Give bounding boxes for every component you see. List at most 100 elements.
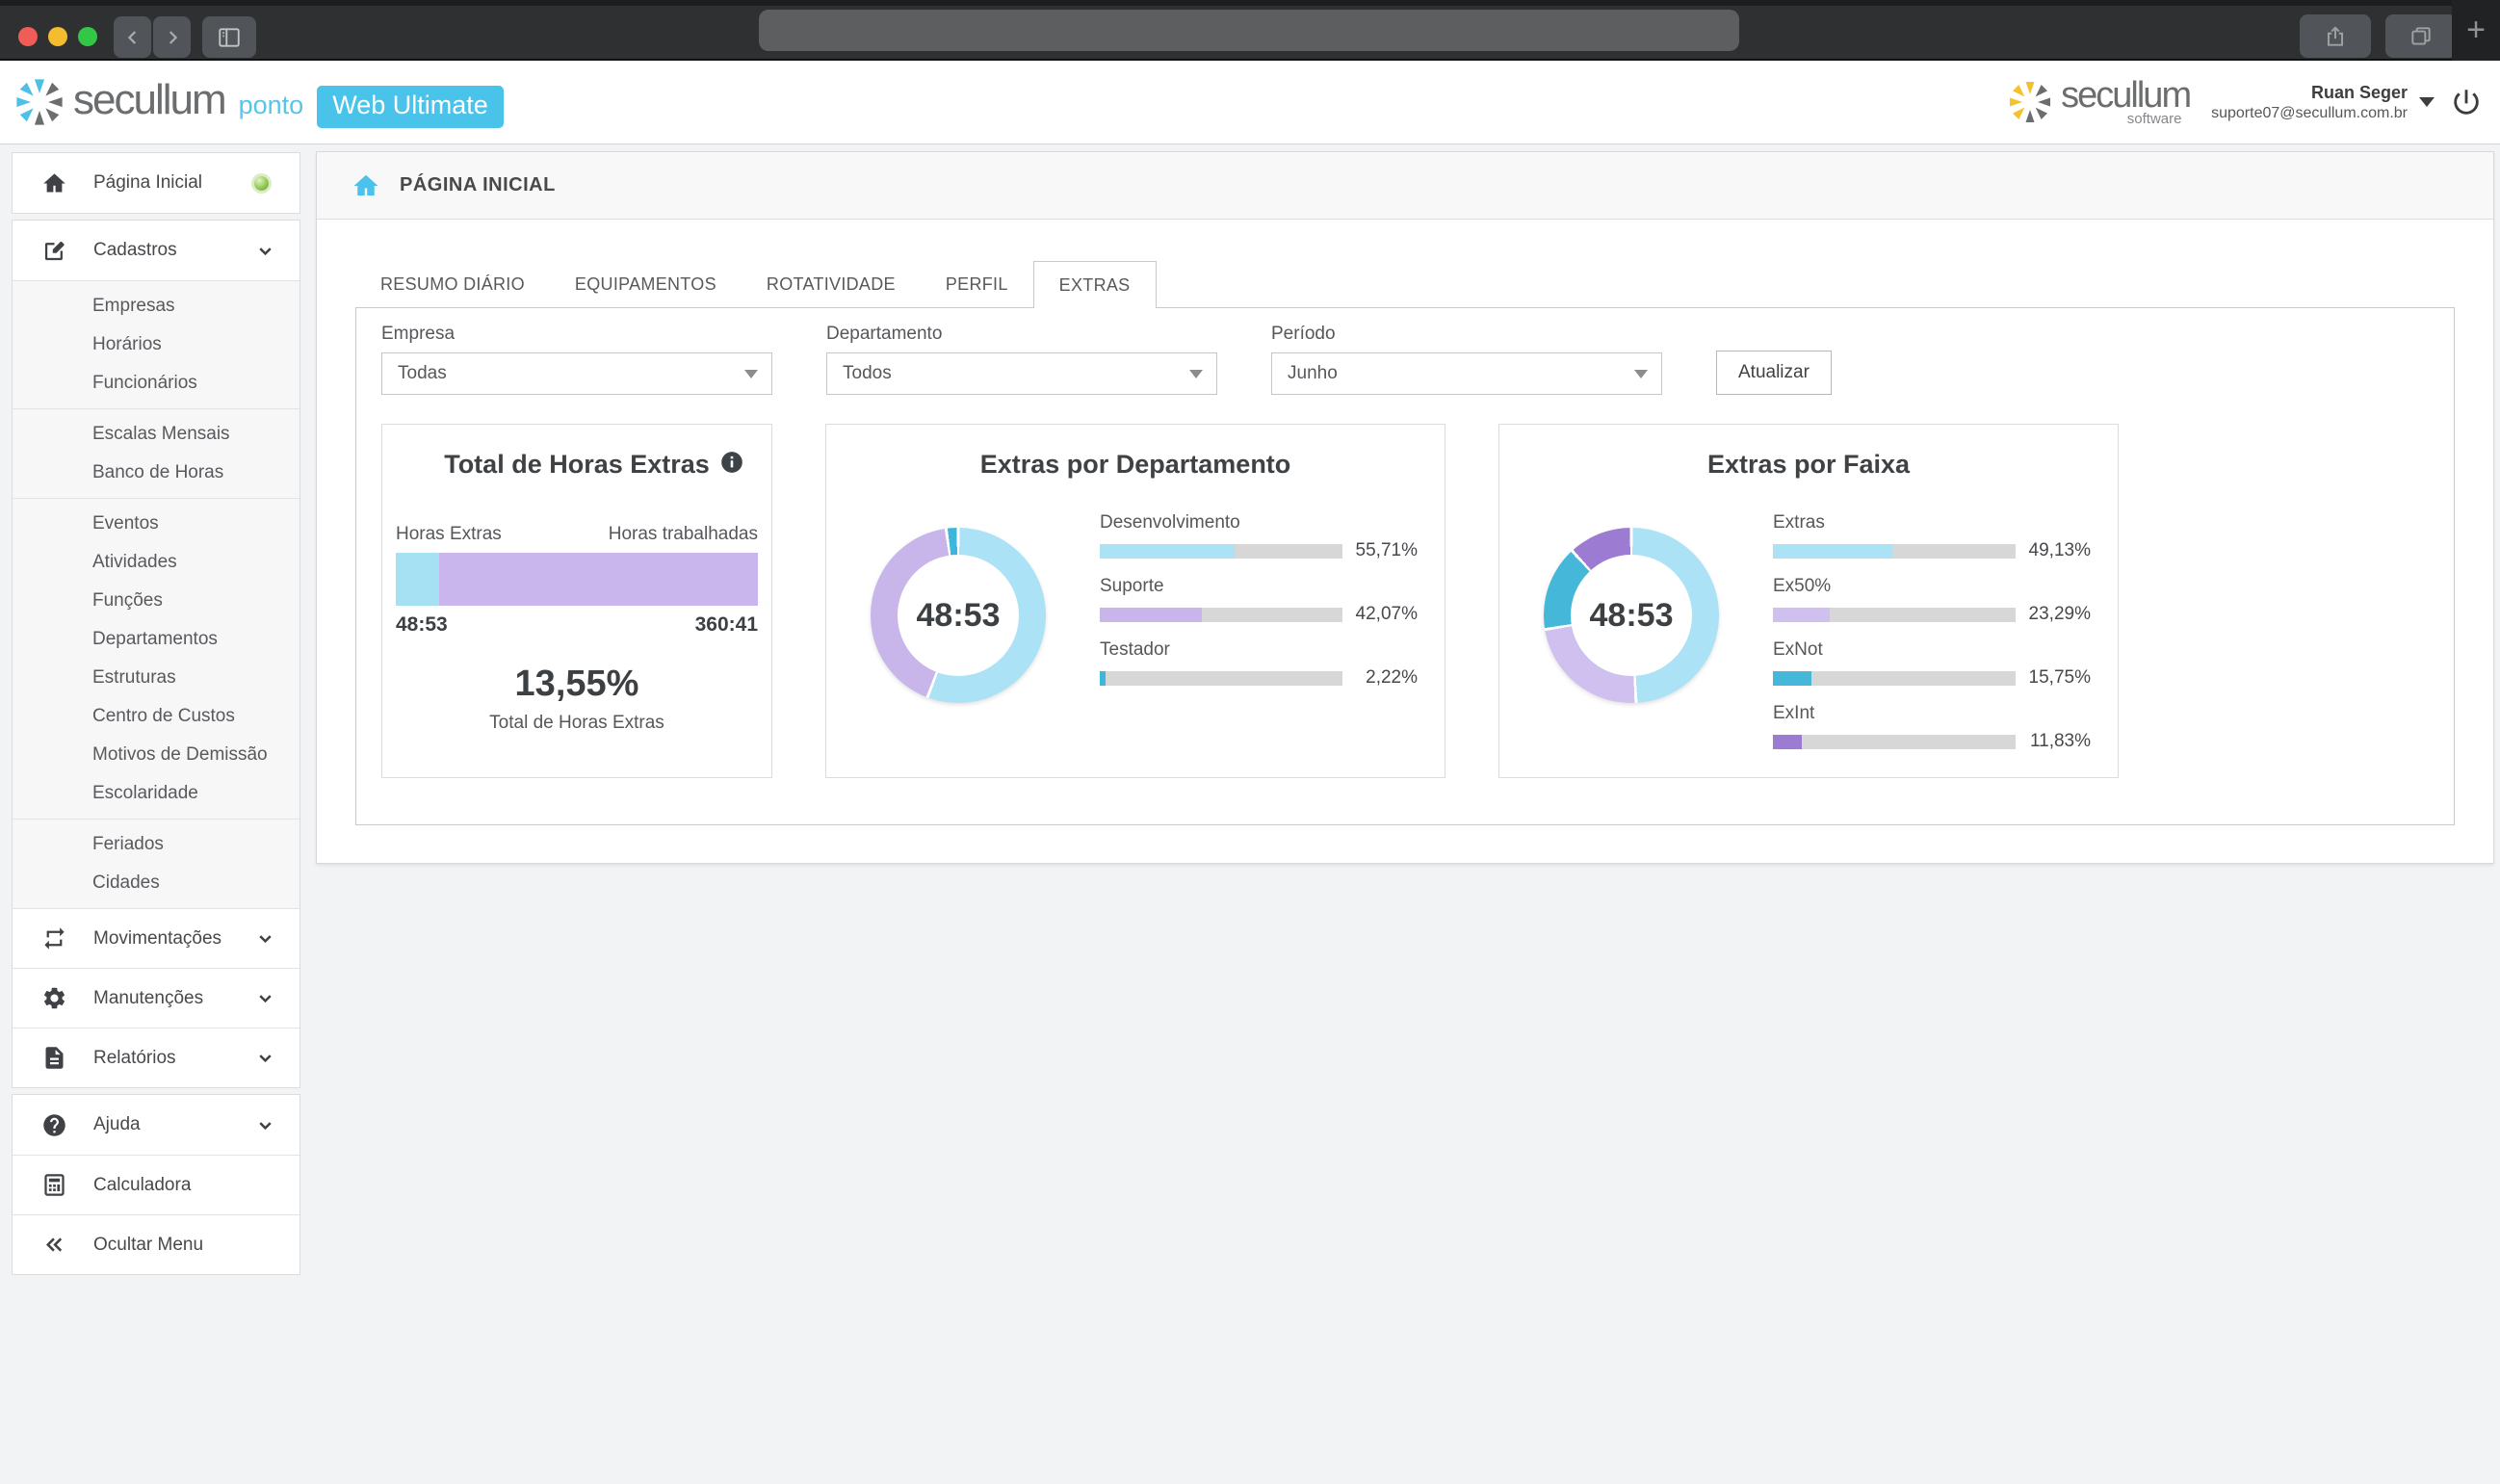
departamento-donut-chart: 48:53 [871, 528, 1046, 703]
user-menu-caret-icon[interactable] [2419, 97, 2435, 107]
sidebar-item-cidades[interactable]: Cidades [92, 872, 160, 893]
legend-bar-track [1100, 543, 1342, 559]
sidebar-item-horarios[interactable]: Horários [92, 334, 162, 354]
sidebar-item-eventos[interactable]: Eventos [92, 513, 159, 534]
series-value: 48:53 [396, 613, 448, 636]
series-label: Horas Extras [396, 524, 502, 544]
legend-bar-track [1773, 607, 2016, 622]
info-button[interactable] [719, 450, 744, 475]
tab-perfil[interactable]: PERFIL [945, 274, 1008, 294]
legend-percentage: 49,13% [2028, 540, 2091, 560]
faixa-donut-chart: 48:53 [1544, 528, 1719, 703]
edition-badge: Web Ultimate [317, 86, 504, 128]
sidebar-item-ocultar-menu[interactable]: Ocultar Menu [13, 1214, 299, 1274]
legend-label: Extras [1773, 512, 1825, 533]
sidebar-item-funcoes[interactable]: Funções [92, 590, 163, 611]
sidebar-item-label: Ocultar Menu [93, 1234, 204, 1255]
brand-left: secullum ponto Web Ultimate [13, 76, 504, 128]
logout-button[interactable] [2450, 86, 2483, 118]
legend-bar-track [1773, 543, 2016, 559]
legend-bar-fill [1773, 734, 1802, 749]
sidebar-item-calculadora[interactable]: Calculadora [13, 1155, 299, 1214]
new-tab-button[interactable]: + [2452, 0, 2500, 61]
sidebar-toggle-icon [219, 27, 240, 47]
legend-bar-track [1773, 670, 2016, 686]
sidebar-item-cadastros[interactable]: Cadastros [13, 221, 299, 280]
sidebar-nav: Página Inicial Cadastros Empresas Horários F… [12, 152, 300, 1281]
filter-label: Departamento [826, 324, 943, 344]
brand-wordmark: secullum [73, 76, 227, 123]
legend-bar-line: 11,83% [1773, 731, 2091, 752]
sidebar-submenu-group: Feriados Cidades [13, 819, 299, 908]
sidebar-item-manutencoes[interactable]: Manutenções [13, 968, 299, 1028]
forward-button[interactable] [153, 16, 191, 58]
tab-resumo-diario[interactable]: RESUMO DIÁRIO [380, 274, 525, 294]
window-close-button[interactable] [18, 27, 38, 46]
legend-bar-fill [1100, 670, 1106, 686]
sidebar-item-estruturas[interactable]: Estruturas [92, 667, 176, 688]
tabs-overview-button[interactable] [2385, 14, 2457, 58]
sidebar-item-empresas[interactable]: Empresas [92, 296, 175, 316]
sidebar-item-movimentacoes[interactable]: Movimentações [13, 908, 299, 968]
empresa-select[interactable]: Todas [381, 352, 772, 395]
help-icon [41, 1112, 67, 1138]
calculator-icon [41, 1172, 67, 1198]
legend-bar-fill [1773, 543, 1892, 559]
sidebar-block: Página Inicial [12, 152, 300, 214]
extras-panel: Empresa Todas Departamento Todos Período Junh… [355, 307, 2455, 825]
chevron-left-icon [127, 30, 136, 44]
sidebar-item-atividades[interactable]: Atividades [92, 552, 177, 572]
legend-row-desenvolvimento: Desenvolvimento 55,71% [1100, 512, 1418, 561]
select-caret-icon [744, 369, 758, 378]
sidebar-item-departamentos[interactable]: Departamentos [92, 629, 218, 649]
tab-extras[interactable]: EXTRAS [1032, 261, 1157, 308]
legend-bar-line: 2,22% [1100, 667, 1418, 689]
back-button[interactable] [114, 16, 151, 58]
filter-empresa: Empresa Todas [381, 324, 772, 395]
legend-percentage: 23,29% [2028, 604, 2091, 624]
window-zoom-button[interactable] [78, 27, 97, 46]
share-icon [2327, 25, 2344, 46]
select-value: Todos [843, 363, 892, 383]
tab-equipamentos[interactable]: EQUIPAMENTOS [574, 274, 716, 294]
legend-label: ExInt [1773, 703, 1815, 723]
repeat-icon [41, 925, 67, 951]
sidebar-item-banco-de-horas[interactable]: Banco de Horas [92, 462, 224, 482]
sidebar-item-feriados[interactable]: Feriados [92, 834, 164, 854]
sidebar-item-relatorios[interactable]: Relatórios [13, 1028, 299, 1087]
sidebar-item-ajuda[interactable]: Ajuda [13, 1095, 299, 1155]
card-title: Total de Horas Extras [444, 450, 710, 479]
chevron-down-icon [254, 1047, 276, 1069]
sidebar-item-centro-de-custos[interactable]: Centro de Custos [92, 706, 235, 726]
sidebar-item-motivos-de-demissao[interactable]: Motivos de Demissão [92, 744, 268, 765]
legend-bar-line: 42,07% [1100, 604, 1418, 625]
right-brand-wordmark: secullum [2061, 74, 2192, 116]
sidebar-item-funcionarios[interactable]: Funcionários [92, 373, 197, 393]
legend-percentage: 2,22% [1366, 667, 1418, 688]
filter-periodo: Período Junho [1271, 324, 1662, 395]
legend-row-suporte: Suporte 42,07% [1100, 576, 1418, 625]
sidebar-item-label: Manutenções [93, 987, 204, 1008]
sidebar-item-escalas-mensais[interactable]: Escalas Mensais [92, 424, 230, 444]
departamento-select[interactable]: Todos [826, 352, 1217, 395]
window-minimize-button[interactable] [48, 27, 67, 46]
legend-row-exnot: ExNot 15,75% [1773, 639, 2091, 689]
chevron-down-icon [254, 1114, 276, 1136]
sidebar-item-escolaridade[interactable]: Escolaridade [92, 783, 198, 803]
card-title: Extras por Departamento [979, 450, 1291, 479]
sidebar-block: Ajuda Calculadora Ocultar Menu [12, 1094, 300, 1275]
sidebar-item-pagina-inicial[interactable]: Página Inicial [13, 153, 299, 213]
address-bar[interactable] [759, 10, 1739, 51]
sidebar-submenu-group: Escalas Mensais Banco de Horas [13, 408, 299, 498]
user-block[interactable]: Ruan Seger suporte07@secullum.com.br [2211, 83, 2408, 122]
periodo-select[interactable]: Junho [1271, 352, 1662, 395]
atualizar-button[interactable]: Atualizar [1716, 351, 1832, 395]
share-button[interactable] [2300, 14, 2371, 58]
cards-row: Total de Horas Extras Horas Extras Horas… [381, 424, 2429, 778]
header-right: secullum software Ruan Seger suporte07@s… [2007, 74, 2500, 127]
browser-chrome: + [0, 0, 2500, 61]
sidebar-toggle-button[interactable] [202, 16, 256, 58]
chevron-down-icon [254, 240, 276, 262]
power-icon [2454, 90, 2479, 115]
tab-rotatividade[interactable]: ROTATIVIDADE [766, 274, 896, 294]
